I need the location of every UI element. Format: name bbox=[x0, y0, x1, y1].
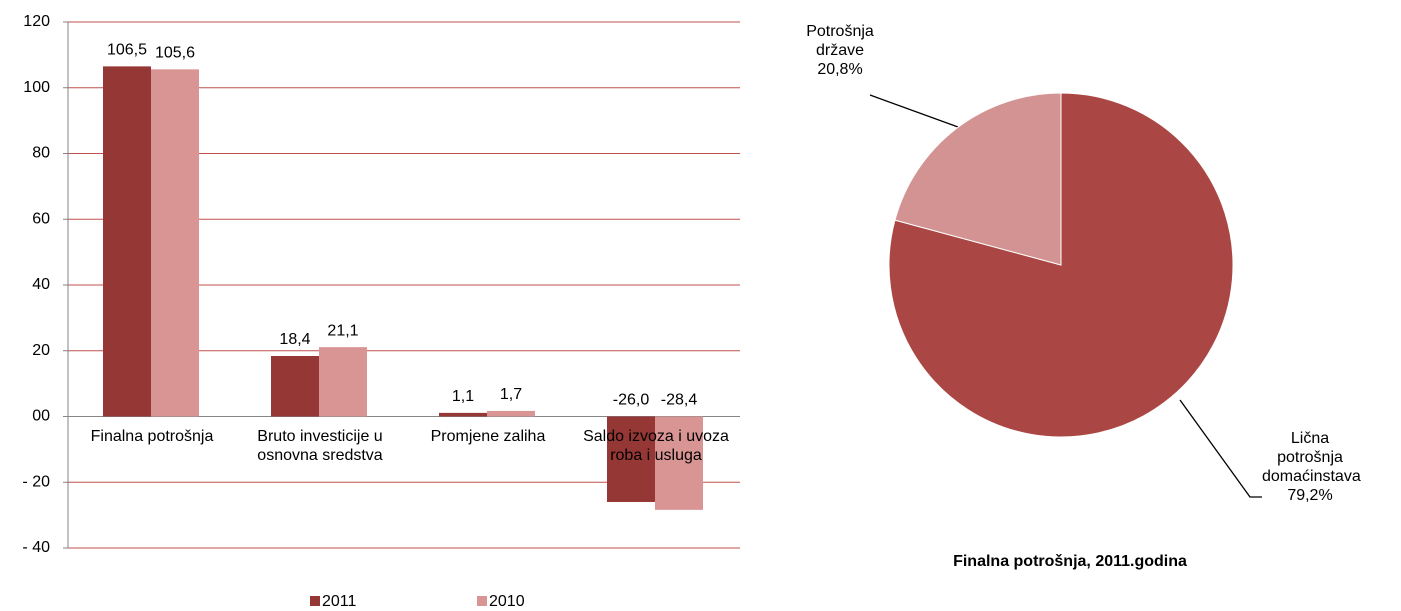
bar bbox=[151, 69, 199, 417]
slice-text: Potrošnja države bbox=[806, 23, 874, 59]
pie-slice bbox=[894, 92, 1062, 266]
x-tick-label: Promjene zaliha bbox=[430, 427, 546, 445]
y-tick-label: 00 bbox=[32, 408, 50, 425]
y-tick-label: 20 bbox=[32, 342, 50, 359]
x-tick-label: Saldo izvoza i uvoza roba i usluga bbox=[583, 427, 729, 464]
y-tick-label: 40 bbox=[32, 276, 50, 293]
bar bbox=[655, 416, 703, 510]
value-label: 1,7 bbox=[500, 386, 522, 403]
y-tick-label: - 20 bbox=[22, 473, 50, 490]
y-tick-label: - 40 bbox=[22, 539, 50, 556]
legend-label: 2011 bbox=[322, 593, 357, 610]
pie-title: Finalna potrošnja, 2011.godina bbox=[953, 553, 1187, 570]
legend-swatch bbox=[477, 596, 487, 606]
value-label: -26,0 bbox=[613, 392, 650, 409]
value-label: 21,1 bbox=[327, 322, 358, 339]
value-label: 106,5 bbox=[107, 42, 147, 59]
slice-text: 79,2% bbox=[1287, 487, 1333, 504]
bar bbox=[271, 356, 319, 417]
x-tick-label: Finalna potrošnja bbox=[90, 427, 214, 445]
value-label: 18,4 bbox=[279, 331, 310, 348]
slice-label: Lična potrošnja domaćinstava 79,2% bbox=[1262, 429, 1361, 505]
value-label: 105,6 bbox=[155, 45, 195, 62]
bar bbox=[487, 410, 535, 417]
bar bbox=[439, 412, 487, 417]
legend-swatch bbox=[310, 596, 320, 606]
slice-text: Lična potrošnja domaćinstava bbox=[1262, 430, 1361, 485]
legend-label: 2010 bbox=[489, 593, 525, 610]
y-tick-label: 60 bbox=[32, 210, 50, 227]
slice-label: Potrošnja države 20,8% bbox=[800, 22, 880, 79]
y-tick-label: 120 bbox=[23, 13, 50, 30]
slice-text: 20,8% bbox=[817, 61, 863, 78]
y-tick-label: 80 bbox=[32, 145, 50, 162]
bar bbox=[607, 416, 655, 502]
y-tick-label: 100 bbox=[23, 79, 50, 96]
value-label: 1,1 bbox=[452, 388, 474, 405]
leader-line bbox=[1179, 399, 1262, 498]
bar bbox=[319, 347, 367, 417]
value-label: -28,4 bbox=[661, 392, 698, 409]
leader-line bbox=[869, 94, 959, 128]
bar bbox=[103, 66, 151, 417]
x-tick-label: Bruto investicije u osnovna sredstva bbox=[257, 427, 383, 464]
